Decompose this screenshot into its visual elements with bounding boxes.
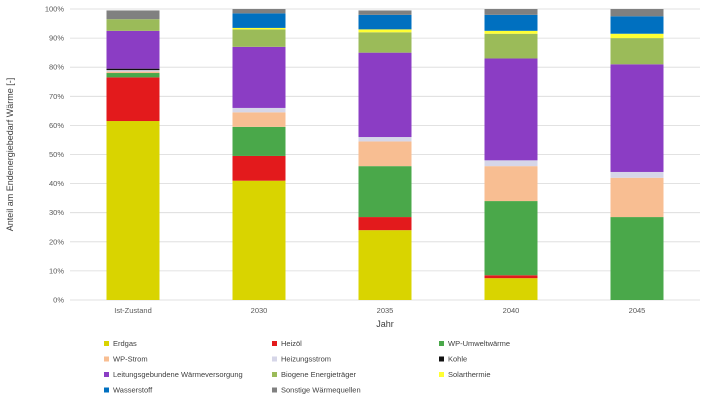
- bar-segment: [106, 73, 160, 78]
- bar-segment: [484, 33, 538, 59]
- bar-segment: [610, 33, 664, 39]
- bar-segment: [106, 19, 160, 31]
- x-axis-title: Jahr: [376, 319, 394, 329]
- legend-swatch: [439, 372, 444, 377]
- bar-segment: [358, 141, 412, 167]
- bar-segment: [358, 166, 412, 218]
- legend-swatch: [104, 387, 109, 393]
- bar-segment: [484, 30, 538, 34]
- bar-segment: [232, 27, 286, 30]
- bar-segment: [484, 160, 538, 167]
- x-tick-label: 2035: [377, 306, 394, 315]
- x-tick-label: 2045: [629, 306, 646, 315]
- y-tick-label: 20%: [49, 237, 64, 246]
- legend-swatch: [104, 356, 109, 362]
- bar-segment: [232, 107, 286, 113]
- bar-segment: [232, 13, 286, 28]
- bar-segment: [106, 68, 160, 71]
- legend-label: Solarthermie: [448, 370, 491, 379]
- y-tick-label: 40%: [49, 179, 64, 188]
- bar-segment: [358, 32, 412, 53]
- bar-segment: [610, 38, 664, 65]
- bar-segment: [358, 52, 412, 138]
- y-tick-label: 50%: [49, 150, 64, 159]
- bar-segment: [484, 275, 538, 279]
- y-tick-label: 60%: [49, 121, 64, 130]
- bar-segment: [358, 14, 412, 30]
- bar-segment: [232, 29, 286, 47]
- bar-segment: [358, 217, 412, 231]
- bar-segment: [358, 137, 412, 142]
- legend-label: Kohle: [448, 355, 467, 364]
- y-tick-label: 30%: [49, 208, 64, 217]
- legend-swatch: [104, 372, 109, 377]
- bar-segment: [358, 29, 412, 33]
- legend-swatch: [272, 372, 277, 377]
- bar-segment: [106, 77, 160, 122]
- legend-swatch: [272, 387, 277, 393]
- bar-segment: [610, 16, 664, 34]
- y-tick-label: 70%: [49, 92, 64, 101]
- bar-segment: [232, 180, 286, 300]
- bar-segment: [232, 46, 286, 108]
- bar-segment: [106, 10, 160, 20]
- bar-segment: [232, 126, 286, 156]
- y-tick-label: 100%: [45, 5, 65, 14]
- bar-segment: [106, 70, 160, 72]
- bar-segment: [106, 71, 160, 74]
- bar-segment: [484, 201, 538, 276]
- legend-label: Erdgas: [113, 339, 137, 348]
- bar-segment: [484, 58, 538, 161]
- bar-segment: [106, 30, 160, 69]
- legend-label: Leitungsgebundene Wärmeversorgung: [113, 370, 243, 379]
- legend-label: WP-Umweltwärme: [448, 339, 510, 348]
- bar-segment: [610, 171, 664, 178]
- y-tick-label: 90%: [49, 34, 64, 43]
- bar-segment: [484, 9, 538, 15]
- x-tick-label: Ist-Zustand: [114, 306, 152, 315]
- x-tick-label: 2030: [251, 306, 268, 315]
- bar-segment: [232, 112, 286, 127]
- legend-label: Heizöl: [281, 339, 302, 348]
- bar-segment: [358, 230, 412, 300]
- bar-segment: [232, 9, 286, 14]
- legend-label: Wasserstoff: [113, 386, 153, 395]
- bar-segment: [610, 177, 664, 218]
- y-tick-label: 80%: [49, 63, 64, 72]
- x-tick-label: 2040: [503, 306, 520, 315]
- legend-label: Biogene Energieträger: [281, 370, 357, 379]
- legend-label: Sonstige Wärmequellen: [281, 386, 361, 395]
- bar-segment: [484, 166, 538, 202]
- legend-swatch: [272, 341, 277, 346]
- bar-segment: [106, 121, 160, 300]
- bar-segment: [232, 155, 286, 181]
- legend-swatch: [439, 341, 444, 346]
- legend-swatch: [272, 356, 277, 362]
- y-tick-label: 0%: [53, 296, 64, 305]
- bar-segment: [358, 10, 412, 15]
- bar-segment: [610, 9, 664, 17]
- bar-segment: [484, 14, 538, 31]
- legend-label: WP-Strom: [113, 355, 148, 364]
- y-tick-label: 10%: [49, 266, 64, 275]
- legend-swatch: [104, 341, 109, 346]
- bar-segment: [484, 278, 538, 300]
- legend-swatch: [439, 356, 444, 362]
- bar-segment: [610, 64, 664, 172]
- bar-segment: [610, 217, 664, 300]
- legend-label: Heizungsstrom: [281, 355, 331, 364]
- y-axis-title: Anteil am Endenergiebedarf Wärme [-]: [5, 78, 15, 232]
